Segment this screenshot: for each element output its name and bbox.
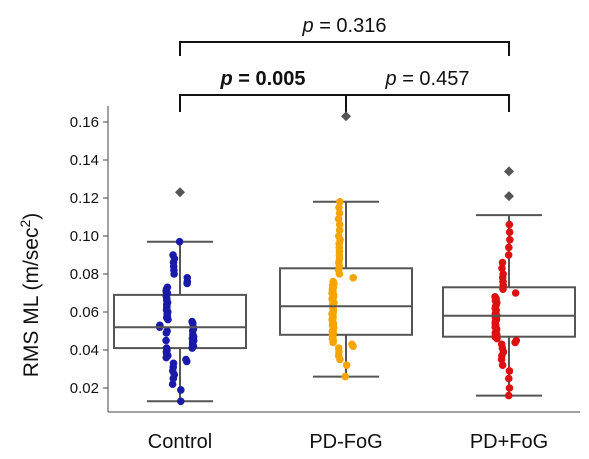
data-point <box>505 367 514 375</box>
data-point <box>348 340 356 349</box>
data-point <box>505 384 514 392</box>
group-pd-fog <box>442 166 576 400</box>
data-point <box>505 220 514 229</box>
data-point <box>506 236 514 244</box>
y-tick-label: 0.14 <box>70 152 99 169</box>
y-axis-label: RMS ML (m/sec2) <box>17 213 43 378</box>
iqr-box <box>113 293 247 350</box>
data-point <box>499 270 507 278</box>
y-tick-label: 0.06 <box>70 304 99 321</box>
data-point <box>175 237 184 246</box>
x-category-label: PD+FoG <box>470 431 548 453</box>
outlier-marker <box>175 187 185 198</box>
data-point <box>163 283 172 292</box>
y-tick-label: 0.04 <box>70 342 99 359</box>
group-control <box>113 187 247 406</box>
data-point <box>498 264 506 273</box>
data-point <box>491 293 499 301</box>
x-category-label: Control <box>148 431 212 453</box>
plot-area <box>113 111 576 406</box>
data-point <box>335 203 343 212</box>
y-tick-label: 0.08 <box>70 266 99 283</box>
data-point <box>504 391 513 400</box>
y-tick-label: 0.12 <box>70 190 99 207</box>
data-point <box>349 274 357 282</box>
data-point <box>511 289 520 297</box>
data-point <box>335 220 344 229</box>
significance-bracket: p = 0.316 <box>179 15 510 56</box>
data-point <box>169 359 178 368</box>
data-point <box>498 361 507 370</box>
iqr-box <box>279 267 413 336</box>
bracket-line <box>179 94 347 112</box>
data-point <box>169 251 177 259</box>
significance-bracket: p = 0.005 <box>179 68 347 112</box>
data-point <box>504 374 513 383</box>
outlier-marker <box>341 111 351 122</box>
data-point <box>168 380 177 389</box>
data-point <box>505 228 514 236</box>
p-value-label: p = 0.005 <box>219 68 305 90</box>
iqr-box <box>442 286 576 338</box>
data-point <box>512 336 521 345</box>
significance-bracket: p = 0.457 <box>345 68 510 112</box>
y-tick-label: 0.10 <box>70 228 99 245</box>
significance-brackets: p = 0.316 p = 0.005 p = 0.457 <box>179 15 510 112</box>
data-point <box>188 317 196 326</box>
data-point <box>334 232 343 240</box>
data-point <box>183 274 192 282</box>
data-point <box>334 344 343 352</box>
data-point <box>334 215 343 223</box>
data-point <box>163 327 171 335</box>
data-point <box>182 355 190 364</box>
bracket-line <box>179 41 510 56</box>
bracket-line <box>345 94 510 112</box>
p-value-label: p = 0.316 <box>302 15 387 37</box>
data-point <box>335 209 344 217</box>
data-point <box>498 258 507 267</box>
data-point <box>341 372 350 381</box>
p-value-label: p = 0.457 <box>385 68 470 90</box>
axes: 0.02 0.04 0.06 0.08 0.10 0.12 0.14 0.16 Control P… <box>70 106 580 453</box>
data-point <box>176 397 185 406</box>
outlier-marker <box>504 166 514 177</box>
data-point <box>497 340 506 349</box>
y-tick-label: 0.16 <box>70 114 99 131</box>
x-category-label: PD-FoG <box>309 431 382 453</box>
data-point <box>162 344 171 352</box>
data-point <box>162 336 170 345</box>
outlier-marker <box>504 191 514 202</box>
data-point <box>177 386 185 394</box>
data-point <box>329 277 338 286</box>
data-point <box>336 198 344 206</box>
data-point <box>342 361 351 370</box>
data-point <box>335 226 344 235</box>
data-point <box>504 251 513 259</box>
group-pd-fog <box>279 111 413 381</box>
y-tick-label: 0.02 <box>70 380 99 397</box>
data-point <box>505 243 513 252</box>
